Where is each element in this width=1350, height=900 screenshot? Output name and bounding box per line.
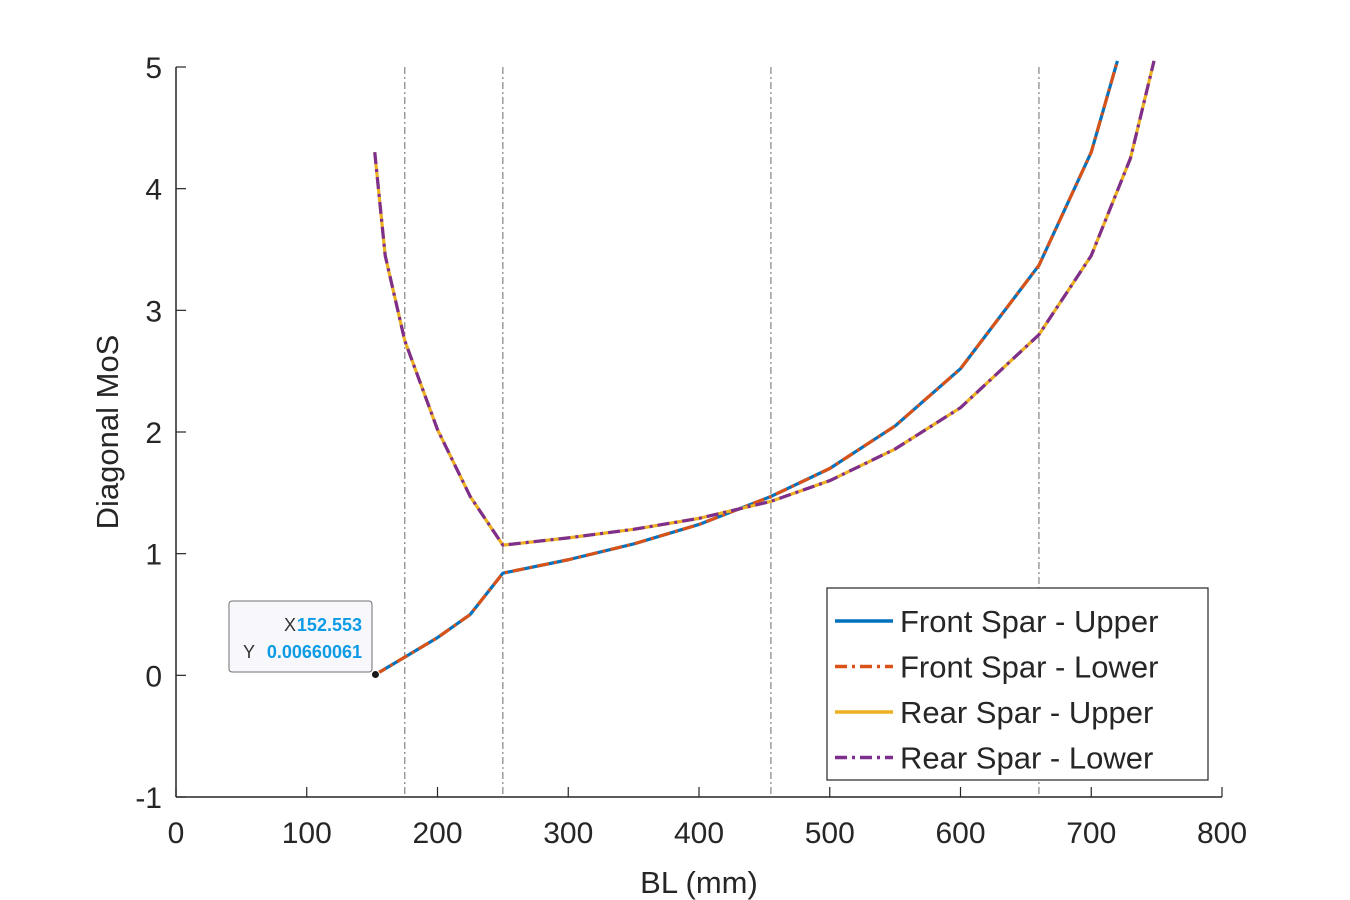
- data-tip-y-value: 0.00660061: [267, 642, 362, 662]
- series-line-4: [373, 60, 1156, 547]
- y-tick-label: -1: [135, 782, 162, 815]
- legend-label-3: Rear Spar - Upper: [900, 695, 1153, 730]
- y-tick-label: 5: [145, 52, 162, 85]
- data-tip-marker[interactable]: [370, 670, 380, 680]
- legend-label-1: Front Spar - Upper: [900, 604, 1158, 639]
- legend-label-2: Front Spar - Lower: [900, 650, 1158, 685]
- data-tip-x-value: 152.553: [297, 615, 362, 635]
- reference-lines: [404, 67, 1040, 797]
- series-layer: [373, 60, 1156, 676]
- x-axis-ticks: 0 100 200 300 400 500 600 700 800: [168, 787, 1247, 850]
- x-tick-label: 300: [543, 817, 593, 850]
- x-tick-label: 700: [1066, 817, 1116, 850]
- legend[interactable]: Front Spar - Upper Front Spar - Lower Rear…: [826, 587, 1209, 781]
- y-tick-label: 1: [145, 539, 162, 572]
- x-tick-label: 200: [412, 817, 462, 850]
- y-tick-label: 2: [145, 417, 162, 450]
- y-tick-label: 0: [145, 660, 162, 693]
- x-tick-label: 400: [674, 817, 724, 850]
- series-line-2: [374, 60, 1119, 676]
- data-tip-x-key: X: [284, 615, 296, 635]
- x-tick-label: 100: [282, 817, 332, 850]
- data-tip-box: [228, 600, 373, 673]
- x-tick-label: 500: [805, 817, 855, 850]
- x-tick-label: 800: [1197, 817, 1247, 850]
- x-tick-label: 600: [935, 817, 985, 850]
- legend-label-4: Rear Spar - Lower: [900, 741, 1153, 776]
- y-axis-label: Diagonal MoS: [90, 335, 125, 530]
- y-tick-label: 3: [145, 295, 162, 328]
- y-tick-label: 4: [145, 174, 162, 207]
- x-axis-label: BL (mm): [640, 865, 758, 900]
- data-tip-y-key: Y: [243, 642, 255, 662]
- data-tip[interactable]: X 152.553 Y 0.00660061: [228, 600, 380, 680]
- y-axis-ticks: -1 0 1 2 3 4 5: [135, 52, 186, 815]
- x-tick-label: 0: [168, 817, 185, 850]
